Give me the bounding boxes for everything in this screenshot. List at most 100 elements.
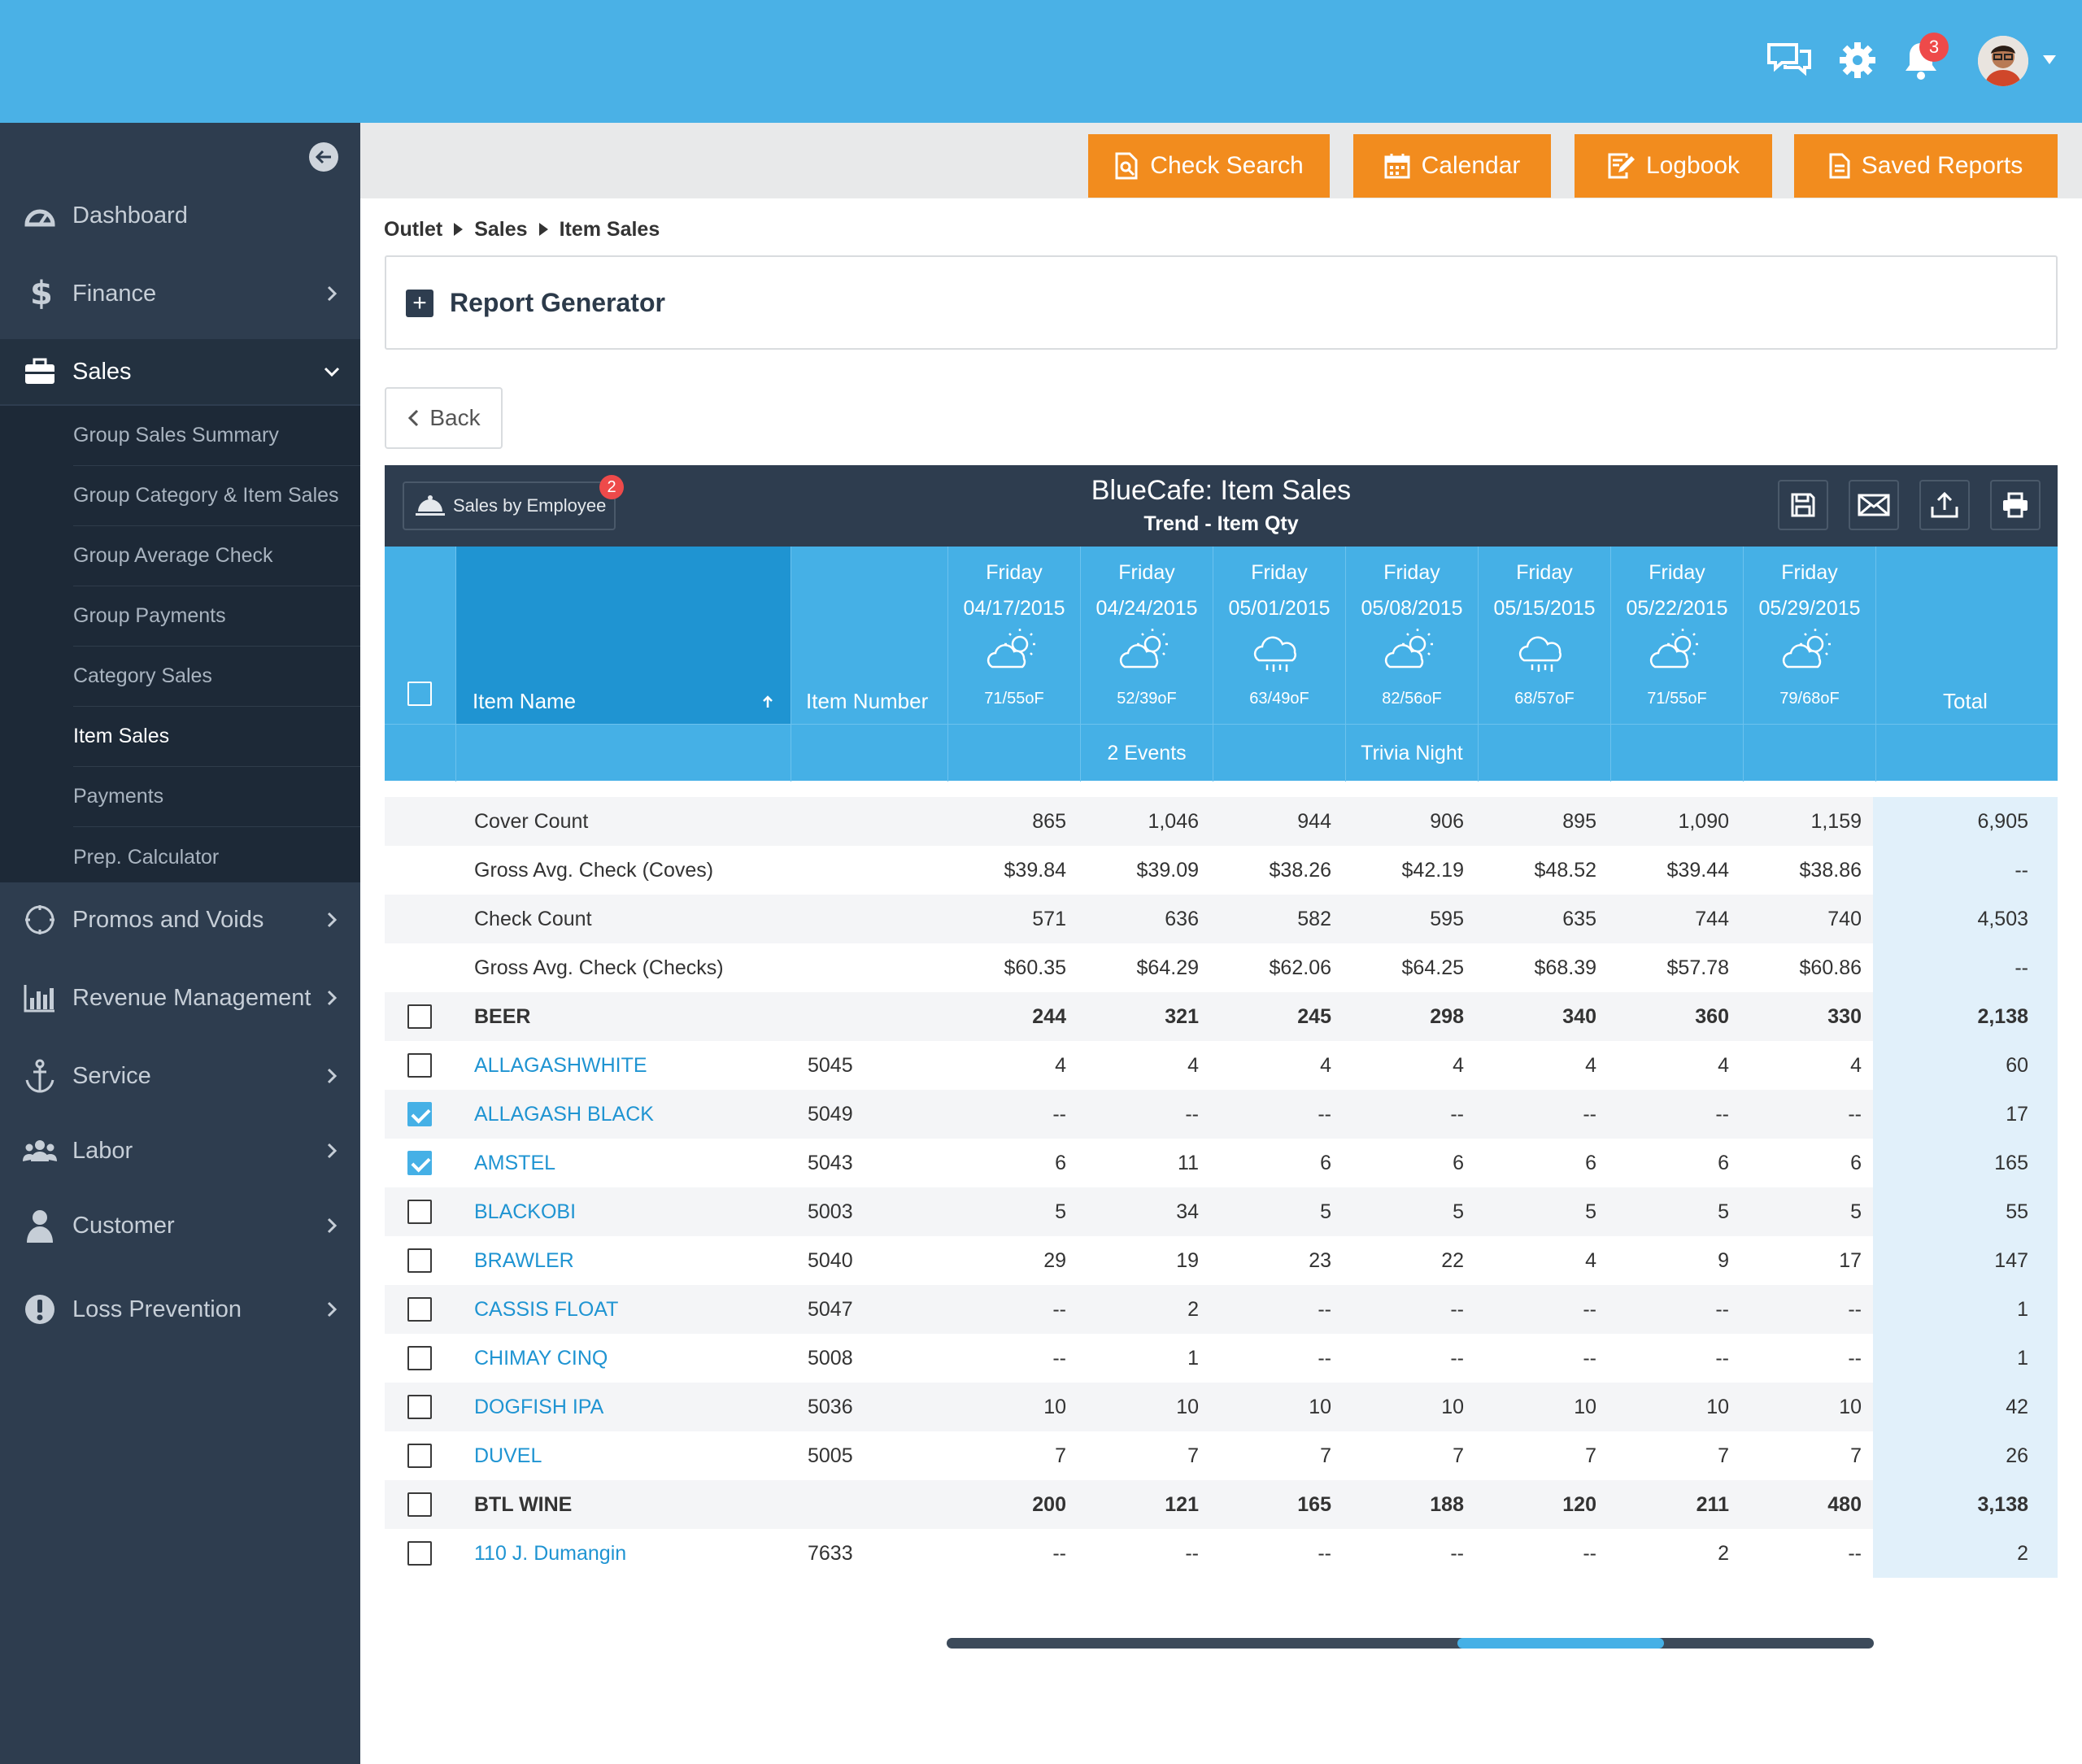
- header-total[interactable]: Total: [1873, 547, 2058, 724]
- sidebar-item-labor[interactable]: Labor: [0, 1118, 360, 1183]
- sidebar-subitem-group-average-check[interactable]: Group Average Check: [73, 526, 360, 586]
- table-cell: 5: [1585, 1200, 1596, 1223]
- row-checkbox[interactable]: [407, 1541, 432, 1566]
- item-number: 5040: [808, 1248, 853, 1272]
- sidebar-subitem-group-sales-summary[interactable]: Group Sales Summary: [73, 406, 360, 466]
- table-cell: 7: [1453, 1444, 1464, 1467]
- item-name-link[interactable]: DUVEL: [474, 1444, 542, 1467]
- plus-icon[interactable]: +: [406, 290, 433, 317]
- header-day-column[interactable]: Friday 05/08/2015 82/56oF: [1346, 547, 1479, 724]
- sidebar-item-finance[interactable]: $ Finance: [0, 261, 360, 326]
- table-cell: --: [1450, 1297, 1464, 1321]
- back-button[interactable]: Back: [385, 387, 503, 449]
- check-search-button[interactable]: Check Search: [1088, 134, 1330, 198]
- item-name-link[interactable]: 110 J. Dumangin: [474, 1541, 627, 1565]
- sidebar-item-promos-and-voids[interactable]: Promos and Voids: [0, 887, 360, 952]
- breadcrumb-outlet[interactable]: Outlet: [384, 217, 443, 241]
- chat-icon[interactable]: [1765, 36, 1814, 85]
- item-name-link[interactable]: ALLAGASH BLACK: [474, 1102, 654, 1126]
- item-name-link[interactable]: ALLAGASHWHITE: [474, 1053, 647, 1077]
- table-cell: $60.86: [1799, 956, 1862, 979]
- sidebar: Dashboard $ Finance Sales Group Sales Su…: [0, 123, 360, 1764]
- sidebar-subitem-group-category-item-sales[interactable]: Group Category & Item Sales: [73, 466, 360, 526]
- user-menu-caret-icon[interactable]: [2043, 55, 2056, 64]
- sidebar-subitem-payments[interactable]: Payments: [73, 767, 360, 827]
- event-cell: [1744, 725, 1876, 782]
- row-checkbox[interactable]: [407, 1444, 432, 1468]
- row-checkbox[interactable]: [407, 1492, 432, 1517]
- user-icon: [23, 1209, 57, 1243]
- total-cell: 2: [1873, 1529, 2058, 1578]
- table-cell: $64.29: [1136, 956, 1199, 979]
- table-cell: --: [1848, 1102, 1862, 1126]
- sidebar-item-sales[interactable]: Sales: [0, 339, 360, 404]
- item-number: 5045: [808, 1053, 853, 1077]
- row-checkbox[interactable]: [407, 1151, 432, 1175]
- row-checkbox[interactable]: [407, 1248, 432, 1273]
- event-cell[interactable]: Trivia Night: [1346, 725, 1479, 782]
- arrow-left-icon[interactable]: [309, 142, 338, 172]
- print-icon[interactable]: [1990, 480, 2041, 530]
- row-checkbox[interactable]: [407, 1395, 432, 1419]
- caret-right-icon: [454, 223, 464, 236]
- chevron-right-icon: [322, 284, 342, 303]
- header-item-name[interactable]: Item Name: [456, 547, 791, 724]
- sales-by-employee-button[interactable]: Sales by Employee: [403, 481, 616, 530]
- sidebar-subitem-group-payments[interactable]: Group Payments: [73, 586, 360, 647]
- table-cell: 121: [1165, 1492, 1199, 1516]
- table-cell: $60.35: [1004, 956, 1066, 979]
- item-name-link[interactable]: BRAWLER: [474, 1248, 574, 1272]
- sidebar-subitem-category-sales[interactable]: Category Sales: [73, 647, 360, 707]
- breadcrumb-sales[interactable]: Sales: [474, 217, 528, 241]
- select-all-checkbox[interactable]: [407, 682, 432, 706]
- chevron-right-icon: [322, 910, 342, 930]
- row-checkbox[interactable]: [407, 1297, 432, 1322]
- logbook-button[interactable]: Logbook: [1575, 134, 1772, 198]
- event-cell: [1479, 725, 1611, 782]
- dollar-icon: $: [23, 277, 57, 311]
- day-label: Friday: [1383, 561, 1440, 584]
- scrollbar-thumb[interactable]: [1457, 1638, 1664, 1649]
- header-day-column[interactable]: Friday 04/24/2015 52/39oF: [1081, 547, 1213, 724]
- sidebar-subitem-prep-calculator[interactable]: Prep. Calculator: [73, 845, 220, 869]
- item-name-link[interactable]: CASSIS FLOAT: [474, 1297, 619, 1321]
- event-cell[interactable]: 2 Events: [1081, 725, 1213, 782]
- sidebar-item-dashboard[interactable]: Dashboard: [0, 183, 360, 248]
- item-name-link[interactable]: BLACKOBI: [474, 1200, 577, 1223]
- export-icon[interactable]: [1919, 480, 1970, 530]
- header-day-column[interactable]: Friday 05/22/2015 71/55oF: [1611, 547, 1744, 724]
- row-checkbox[interactable]: [407, 1004, 432, 1029]
- horizontal-scrollbar[interactable]: [947, 1638, 1874, 1649]
- header-item-number[interactable]: Item Number: [791, 547, 948, 724]
- user-avatar[interactable]: [1978, 36, 2028, 86]
- report-generator-panel[interactable]: + Report Generator: [385, 255, 2058, 350]
- header-day-column[interactable]: Friday 05/15/2015 68/57oF: [1479, 547, 1611, 724]
- sort-ascending-icon: [763, 695, 773, 708]
- row-checkbox[interactable]: [407, 1200, 432, 1224]
- item-name-link[interactable]: AMSTEL: [474, 1151, 556, 1174]
- calendar-icon: [1384, 154, 1410, 179]
- save-icon[interactable]: [1778, 480, 1828, 530]
- calendar-button[interactable]: Calendar: [1353, 134, 1551, 198]
- saved-reports-button[interactable]: Saved Reports: [1794, 134, 2058, 198]
- sidebar-item-customer[interactable]: Customer: [0, 1193, 360, 1258]
- sidebar-subitem-item-sales[interactable]: Item Sales: [73, 707, 360, 767]
- date-label: 04/24/2015: [1095, 597, 1198, 620]
- report-title: BlueCafe: Item Sales: [1091, 475, 1352, 506]
- edit-document-icon: [1608, 153, 1635, 179]
- header-day-column[interactable]: Friday 05/01/2015 63/49oF: [1213, 547, 1346, 724]
- gear-icon[interactable]: [1833, 36, 1882, 85]
- header-day-column[interactable]: Friday 05/29/2015 79/68oF: [1744, 547, 1876, 724]
- sidebar-item-service[interactable]: Service: [0, 1043, 360, 1108]
- table-row: CHIMAY CINQ 5008 -- 1 -- -- -- -- -- 1: [385, 1334, 2058, 1383]
- row-checkbox[interactable]: [407, 1102, 432, 1126]
- row-checkbox[interactable]: [407, 1053, 432, 1078]
- header-day-column[interactable]: Friday 04/17/2015 71/55oF: [948, 547, 1081, 724]
- item-number: 5008: [808, 1346, 853, 1370]
- sidebar-item-revenue-management[interactable]: Revenue Management: [0, 965, 360, 1030]
- item-name-link[interactable]: DOGFISH IPA: [474, 1395, 604, 1418]
- item-name-link[interactable]: CHIMAY CINQ: [474, 1346, 608, 1370]
- sidebar-item-loss-prevention[interactable]: Loss Prevention: [0, 1277, 360, 1342]
- email-icon[interactable]: [1849, 480, 1899, 530]
- row-checkbox[interactable]: [407, 1346, 432, 1370]
